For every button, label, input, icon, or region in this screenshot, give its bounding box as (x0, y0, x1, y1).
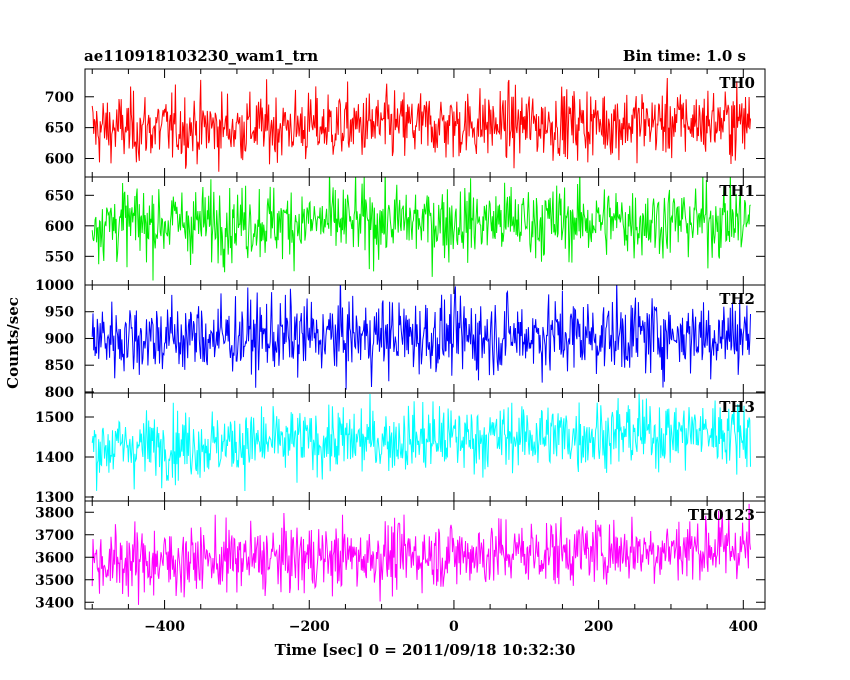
panel-frame (84, 500, 766, 610)
y-tick-label: 950 (45, 305, 74, 321)
y-tick-label: 1400 (35, 450, 74, 466)
y-tick-label: 600 (45, 151, 74, 167)
panel-label-th2: TH2 (719, 290, 755, 308)
x-tick-label: 0 (449, 619, 459, 635)
y-tick-label: 850 (45, 358, 74, 374)
series-line-th2 (91, 285, 751, 390)
panel-th0123: 3400 3500 3600 3700 3800 TH0123 (35, 500, 766, 611)
y-tick-label: 800 (45, 385, 74, 401)
panel-th2: 800 850 900 950 1000 TH2 (35, 278, 766, 401)
y-tick-label: 650 (45, 121, 74, 137)
y-tick-label: 3400 (35, 595, 74, 611)
series-line-th1 (91, 177, 751, 281)
y-tick-label: 3600 (35, 550, 74, 566)
y-tick-label: 550 (45, 249, 74, 265)
x-tick-label: 200 (584, 619, 613, 635)
y-tick-label: 700 (45, 90, 74, 106)
y-tick-label: 1000 (35, 278, 74, 294)
panels-group: 600 650 700 TH0 550 600 650 TH1 800 850 900 950 1000… (35, 68, 766, 611)
panel-label-th3: TH3 (719, 398, 755, 416)
y-tick-label: 600 (45, 219, 74, 235)
y-tick-label: 1300 (35, 490, 74, 506)
y-tick-label: 3700 (35, 528, 74, 544)
y-tick-label: 900 (45, 331, 74, 347)
x-axis: −400 −200 0 200 400 (91, 69, 758, 635)
panel-th1: 550 600 650 TH1 (45, 176, 766, 286)
panel-label-th0123: TH0123 (688, 506, 755, 524)
series-line-th0 (91, 77, 751, 172)
x-axis-label: Time [sec] 0 = 2011/09/18 10:32:30 (275, 641, 576, 659)
y-axis-label: Counts/sec (4, 297, 22, 389)
x-tick-label: −200 (289, 619, 330, 635)
y-tick-label: 3500 (35, 573, 74, 589)
panel-label-th1: TH1 (719, 182, 755, 200)
y-tick-label: 1500 (35, 410, 74, 426)
chart-title: ae110918103230_wam1_trn (84, 47, 318, 65)
bin-time-label: Bin time: 1.0 s (623, 47, 746, 65)
x-tick-label: 400 (729, 619, 758, 635)
series-line-th0123 (91, 503, 751, 605)
panel-label-th0: TH0 (719, 74, 755, 92)
panel-th0: 600 650 700 TH0 (45, 68, 766, 178)
panel-th3: 1300 1400 1500 TH3 (35, 392, 766, 506)
y-tick-label: 650 (45, 188, 74, 204)
y-tick-label: 3800 (35, 505, 74, 521)
x-tick-label: −400 (144, 619, 185, 635)
series-line-th3 (91, 393, 751, 492)
